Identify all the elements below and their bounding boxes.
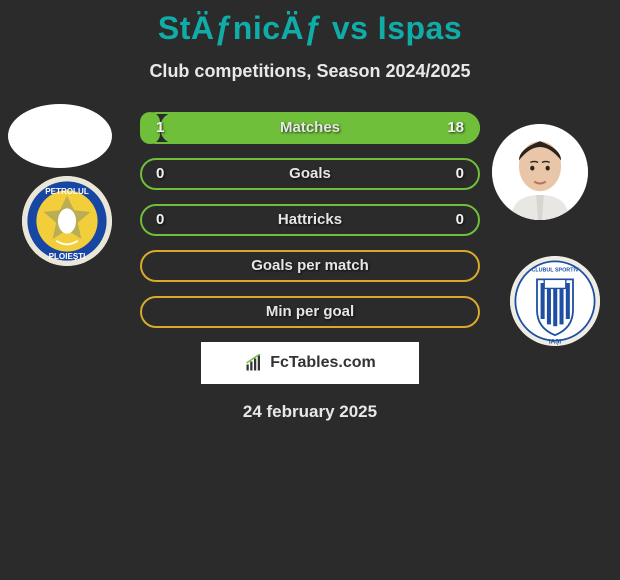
- stat-bar: Goals per match: [140, 250, 480, 282]
- svg-text:IAȘI: IAȘI: [549, 338, 561, 345]
- face-icon: [492, 124, 588, 220]
- bar-label: Min per goal: [142, 303, 478, 320]
- page-title: StÄƒnicÄƒ vs Ispas: [0, 0, 620, 47]
- subtitle: Club competitions, Season 2024/2025: [0, 61, 620, 82]
- club-right-badge: CLUBUL SPORTIV IAȘI: [510, 256, 600, 346]
- bar-value-right: 0: [456, 165, 464, 182]
- player-left-avatar: [8, 104, 112, 168]
- iasi-badge-icon: CLUBUL SPORTIV IAȘI: [510, 256, 600, 346]
- brand-box[interactable]: FcTables.com: [201, 342, 419, 384]
- bar-value-left: 1: [156, 119, 164, 136]
- stat-bar: Matches118: [140, 112, 480, 144]
- bar-value-right: 0: [456, 211, 464, 228]
- bar-value-right: 18: [447, 119, 464, 136]
- bar-fill-right: [160, 112, 480, 144]
- svg-text:PLOIEȘTI: PLOIEȘTI: [49, 252, 86, 261]
- bar-label: Goals per match: [142, 257, 478, 274]
- player-right-avatar: [492, 124, 588, 220]
- club-left-badge: PETROLUL PLOIEȘTI: [22, 176, 112, 266]
- bar-label: Hattricks: [142, 211, 478, 228]
- chart-icon: [244, 354, 264, 372]
- svg-text:CLUBUL SPORTIV: CLUBUL SPORTIV: [531, 267, 578, 273]
- comparison-card: StÄƒnicÄƒ vs Ispas Club competitions, Se…: [0, 0, 620, 580]
- brand-text: FcTables.com: [270, 354, 376, 372]
- bar-value-left: 0: [156, 211, 164, 228]
- petrolul-badge-icon: PETROLUL PLOIEȘTI: [22, 176, 112, 266]
- stat-bar: Hattricks0 0: [140, 204, 480, 236]
- svg-text:PETROLUL: PETROLUL: [45, 187, 89, 196]
- stat-bar: Min per goal: [140, 296, 480, 328]
- bar-label: Goals: [142, 165, 478, 182]
- stat-bar: Goals0 0: [140, 158, 480, 190]
- bar-value-left: 0: [156, 165, 164, 182]
- comparison-bars: Matches118Goals00Hattricks00Goals per ma…: [140, 112, 480, 328]
- date-label: 24 february 2025: [0, 402, 620, 422]
